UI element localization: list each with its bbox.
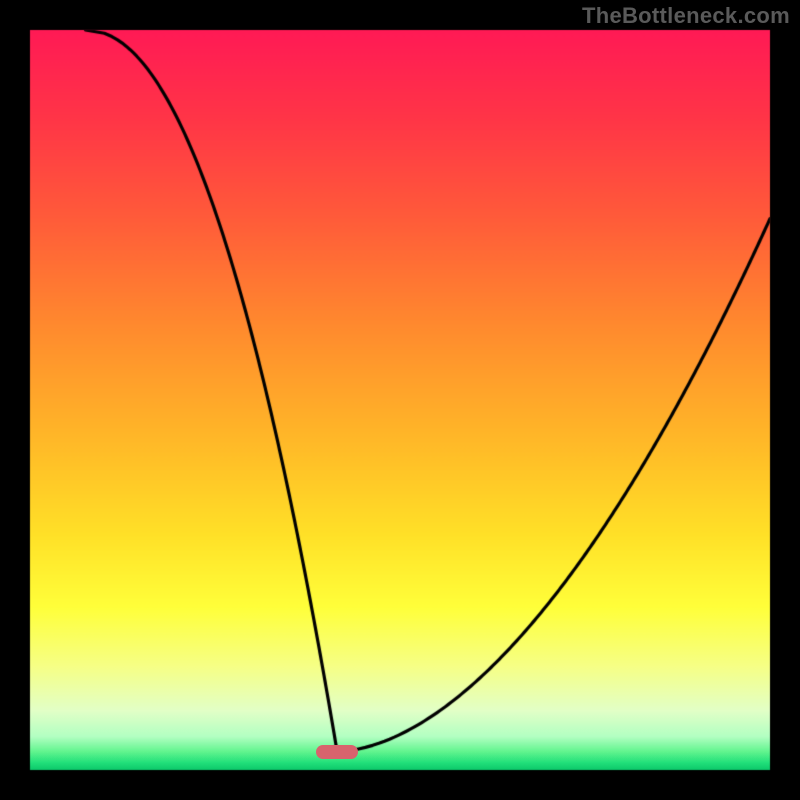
bottleneck-v-curve [0,0,800,800]
chart-stage: TheBottleneck.com [0,0,800,800]
watermark-text: TheBottleneck.com [582,3,790,29]
optimal-point-marker [316,745,358,759]
